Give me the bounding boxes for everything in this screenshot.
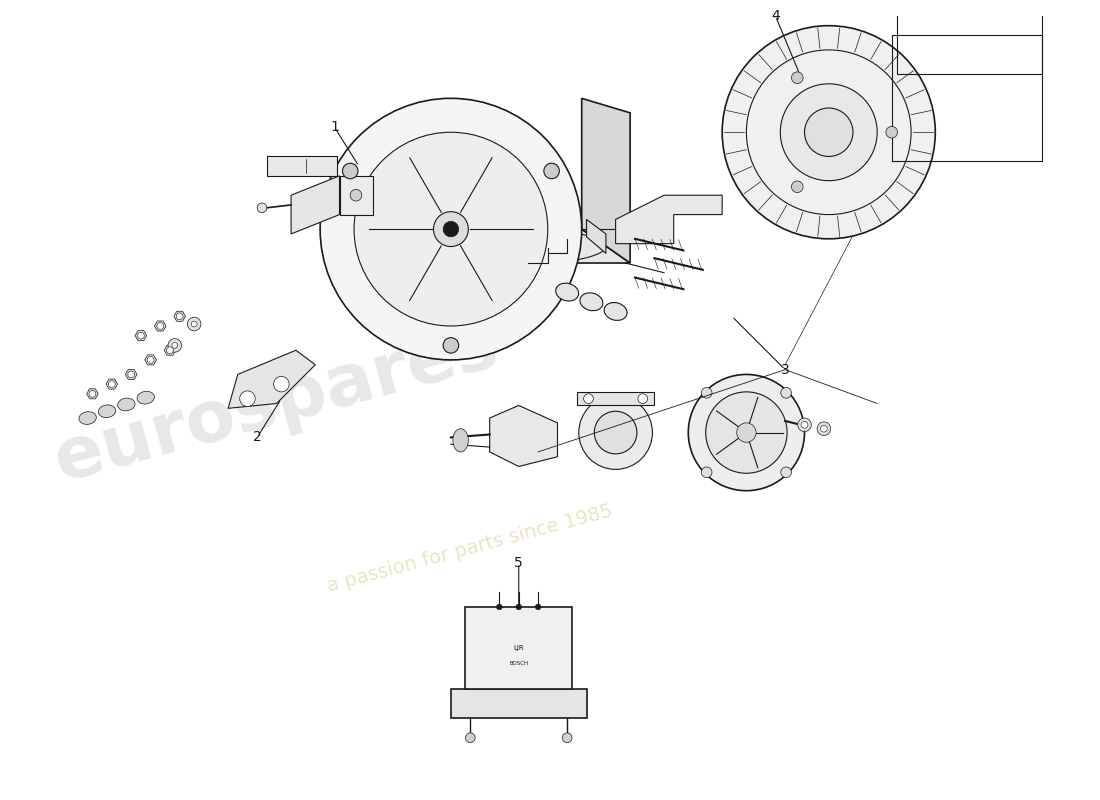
Polygon shape (320, 229, 630, 263)
Ellipse shape (98, 405, 116, 418)
Circle shape (168, 338, 182, 352)
Text: 2: 2 (253, 430, 262, 445)
Circle shape (516, 604, 521, 610)
Circle shape (702, 387, 712, 398)
Circle shape (781, 467, 792, 478)
Circle shape (128, 371, 134, 378)
Circle shape (594, 411, 637, 454)
Circle shape (138, 332, 144, 339)
Circle shape (257, 203, 267, 213)
Polygon shape (164, 345, 176, 355)
Circle shape (562, 733, 572, 742)
Ellipse shape (604, 302, 627, 321)
Circle shape (817, 422, 830, 435)
Circle shape (354, 132, 548, 326)
Ellipse shape (138, 391, 154, 404)
Circle shape (543, 163, 559, 178)
Circle shape (638, 394, 648, 403)
Polygon shape (174, 311, 186, 322)
Circle shape (723, 26, 935, 239)
Text: 5: 5 (515, 556, 524, 570)
Circle shape (706, 392, 788, 474)
Circle shape (166, 347, 174, 354)
Ellipse shape (118, 398, 135, 411)
Ellipse shape (453, 429, 469, 452)
Polygon shape (576, 392, 654, 406)
Circle shape (781, 387, 792, 398)
Circle shape (579, 396, 652, 470)
Circle shape (89, 390, 96, 398)
Circle shape (274, 376, 289, 392)
Circle shape (821, 426, 827, 432)
Polygon shape (616, 195, 723, 244)
Text: BOSCH: BOSCH (509, 661, 528, 666)
Circle shape (689, 374, 804, 490)
Ellipse shape (580, 293, 603, 310)
Polygon shape (228, 350, 316, 408)
Circle shape (465, 733, 475, 742)
Circle shape (584, 394, 593, 403)
Polygon shape (145, 355, 156, 365)
Circle shape (791, 72, 803, 83)
Circle shape (496, 604, 503, 610)
Text: a passion for parts since 1985: a passion for parts since 1985 (326, 502, 615, 596)
Circle shape (804, 108, 853, 157)
Polygon shape (340, 176, 373, 214)
Text: 1: 1 (330, 120, 339, 134)
Text: 4: 4 (771, 9, 780, 23)
Circle shape (443, 222, 459, 237)
Circle shape (147, 357, 154, 363)
Polygon shape (135, 330, 146, 341)
Circle shape (157, 322, 164, 330)
Circle shape (801, 422, 807, 428)
Polygon shape (267, 157, 337, 176)
Ellipse shape (556, 283, 579, 301)
Circle shape (791, 181, 803, 193)
Circle shape (443, 338, 459, 353)
Bar (465, 607, 572, 690)
Circle shape (350, 190, 362, 201)
Circle shape (433, 212, 469, 246)
Polygon shape (451, 690, 586, 718)
Polygon shape (154, 321, 166, 331)
Polygon shape (106, 379, 118, 389)
Circle shape (240, 391, 255, 406)
Ellipse shape (79, 412, 97, 424)
Text: eurospares: eurospares (47, 311, 506, 496)
Polygon shape (292, 176, 340, 234)
Circle shape (886, 126, 898, 138)
Text: 3: 3 (781, 362, 790, 377)
Circle shape (320, 98, 582, 360)
Circle shape (176, 313, 183, 320)
Text: LJR: LJR (514, 645, 524, 650)
Circle shape (798, 418, 812, 431)
Circle shape (172, 342, 178, 348)
Bar (892, 35, 1042, 162)
Circle shape (109, 381, 116, 387)
Polygon shape (87, 389, 98, 399)
Polygon shape (586, 219, 606, 254)
Circle shape (702, 467, 712, 478)
Polygon shape (490, 406, 558, 466)
Circle shape (187, 318, 201, 331)
Polygon shape (582, 98, 630, 263)
Circle shape (536, 604, 541, 610)
Polygon shape (125, 370, 138, 379)
Circle shape (191, 321, 197, 327)
Circle shape (342, 163, 358, 178)
Circle shape (780, 84, 877, 181)
Bar (896, 0, 1042, 74)
Circle shape (737, 423, 756, 442)
